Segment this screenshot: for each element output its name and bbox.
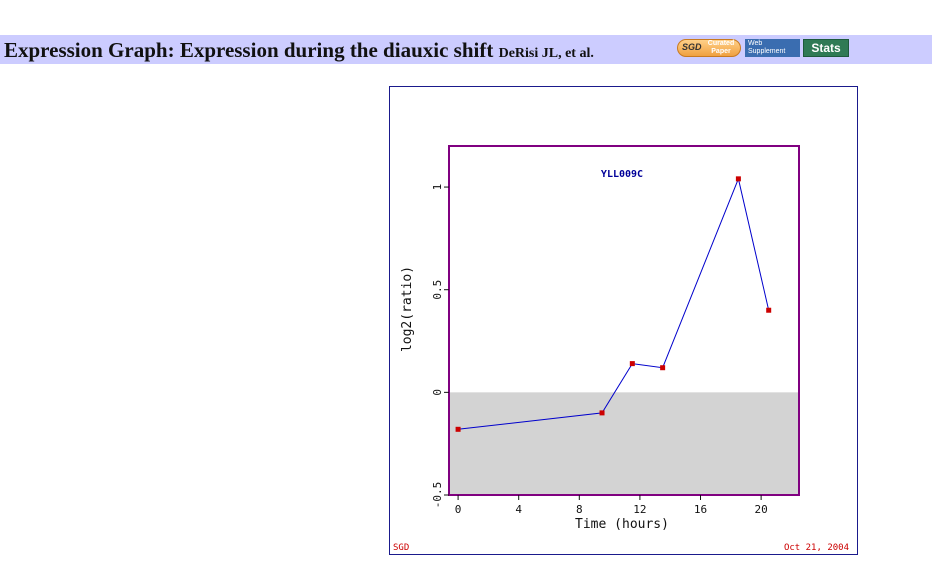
page-title: Expression Graph: Expression during the … [4,38,594,63]
data-point [660,365,666,371]
chart-frame: 0 4 8 12 16 20 -0.5 0 0.5 1 YLL009C Time (hours) … [389,86,858,555]
citation-link[interactable]: DeRisi JL, et al. [498,46,594,61]
y-tick-label: 1 [431,184,444,191]
chart-gene-title: YLL009C [601,169,643,180]
y-tick-label: -0.5 [431,482,444,509]
x-tick-label: 4 [515,503,522,516]
data-point [599,410,605,416]
x-tick-label: 12 [633,503,646,516]
y-tick-label: 0 [431,389,444,396]
data-point [629,361,635,367]
x-tick-label: 8 [576,503,583,516]
y-axis-label: log2(ratio) [400,266,415,352]
y-tick-label: 0.5 [431,280,444,300]
footer-date: Oct 21, 2004 [784,543,849,553]
expression-chart: 0 4 8 12 16 20-0.500.51 YLL009C Time (hours) … [393,145,849,553]
sgd-logo-text: SGD [682,42,702,52]
web-supplement-button[interactable]: Web Supplement [745,39,800,57]
x-axis-label: Time (hours) [575,517,669,532]
curated-paper-label: Curated Paper [707,40,735,55]
stats-button[interactable]: Stats [803,39,849,57]
data-point [735,176,741,182]
plot-border [448,145,800,496]
data-point [455,426,461,432]
x-tick-label: 16 [694,503,707,516]
series-line [458,177,770,430]
sgd-curated-paper-button[interactable]: SGD Curated Paper [677,39,741,57]
x-tick-label: 20 [754,503,767,516]
negative-region [449,392,799,495]
page-title-text: Expression Graph: Expression during the … [4,38,494,62]
data-point [766,307,772,313]
footer-sgd: SGD [393,543,409,553]
x-tick-label: 0 [455,503,462,516]
